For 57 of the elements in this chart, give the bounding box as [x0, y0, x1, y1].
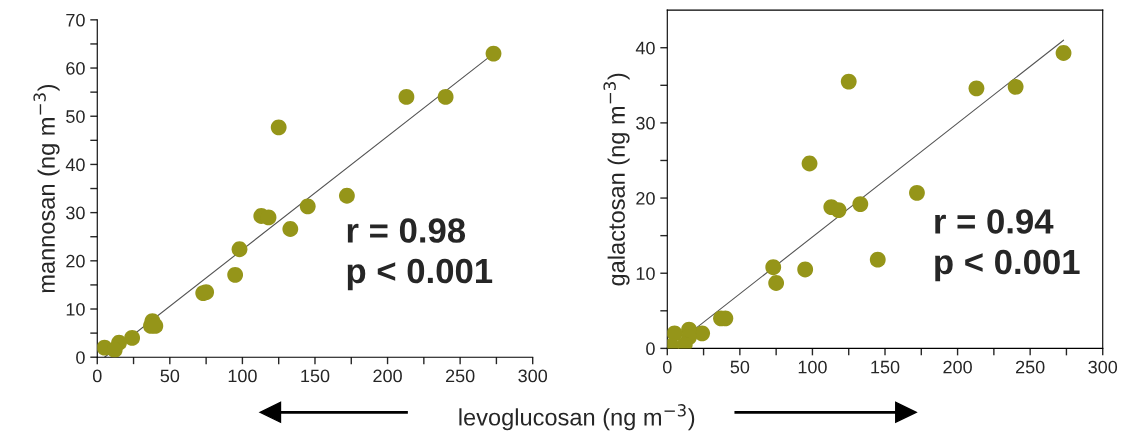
- x-tick-label: 100: [228, 369, 257, 383]
- y-tick-label: 70: [66, 13, 85, 27]
- x-tick-label: 0: [662, 360, 672, 374]
- point: [840, 73, 857, 90]
- x-tick-label: 50: [160, 369, 180, 383]
- point: [124, 330, 141, 346]
- point: [801, 155, 818, 172]
- y-axis-title: galactosan (ng m$^{−3}$): [603, 73, 630, 286]
- y-tick-label: 20: [66, 254, 85, 268]
- x-tick-label: 250: [1016, 360, 1045, 374]
- y-tick-label: 20: [636, 191, 655, 205]
- point: [437, 89, 454, 105]
- point: [299, 198, 316, 215]
- point: [1007, 78, 1024, 95]
- annotation: p < 0.001: [347, 258, 493, 291]
- x-axis-title: levoglucosan (ng m$^{−3}$): [459, 404, 695, 431]
- x-tick-label: 200: [943, 360, 972, 374]
- x-tick-label: 300: [518, 369, 548, 383]
- x-tick-label: 100: [798, 360, 827, 374]
- y-tick-label: 0: [646, 342, 655, 356]
- point: [765, 259, 782, 276]
- point: [106, 342, 123, 358]
- point: [231, 241, 248, 258]
- x-tick-label: 0: [92, 369, 102, 383]
- y-tick-label: 30: [636, 116, 655, 130]
- point: [282, 221, 299, 237]
- point: [227, 266, 244, 283]
- point: [968, 80, 985, 97]
- point: [852, 196, 869, 212]
- x-tick-label: 150: [301, 369, 330, 383]
- x-tick-label: 50: [730, 360, 750, 374]
- point: [339, 187, 355, 204]
- y-tick-label: 0: [76, 351, 85, 364]
- annotation: r = 0.98: [347, 218, 466, 243]
- point: [869, 251, 886, 268]
- y-tick-label: 30: [66, 206, 85, 220]
- x-tick-label: 300: [1088, 360, 1118, 374]
- x-tick-label: 150: [871, 360, 900, 374]
- point: [1055, 45, 1072, 61]
- x-tick-label: 250: [445, 369, 475, 383]
- annotation: r = 0.94: [935, 209, 1054, 234]
- y-tick-label: 40: [65, 158, 85, 172]
- annotation: p < 0.001: [935, 249, 1080, 282]
- point: [797, 261, 814, 278]
- point: [270, 119, 287, 136]
- y-tick-label: 40: [635, 41, 655, 55]
- y-tick-label: 50: [66, 110, 85, 123]
- y-axis-title: mannosan (ng m$^{−3}$): [33, 84, 60, 293]
- point: [485, 45, 502, 62]
- point: [398, 89, 415, 105]
- y-tick-label: 60: [66, 61, 85, 75]
- point: [768, 275, 785, 291]
- y-tick-label: 10: [636, 267, 655, 280]
- point: [830, 202, 847, 218]
- y-tick-label: 10: [66, 302, 85, 316]
- x-tick-label: 200: [373, 369, 402, 383]
- point: [909, 184, 925, 201]
